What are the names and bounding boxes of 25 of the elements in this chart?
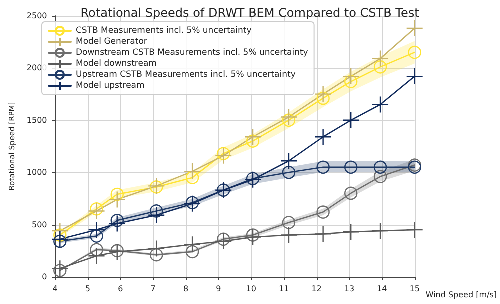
x-tick-label: 10 <box>246 284 256 294</box>
x-tick-label: 11 <box>278 284 290 294</box>
y-tick-label: 1500 <box>26 116 48 125</box>
chart-title: Rotational Speeds of DRWT BEM Compared to CSTB Test <box>80 6 420 20</box>
x-tick-label: 6 <box>118 284 124 294</box>
y-tick-label: 1000 <box>26 168 48 178</box>
x-tick-label: 7 <box>150 284 156 294</box>
legend-label: Model Generator <box>76 37 148 47</box>
x-tick-label: 15 <box>410 284 420 294</box>
x-axis-title: Wind Speed [m/s] <box>426 290 497 300</box>
x-tick-label: 13 <box>344 284 355 294</box>
x-tick-label: 8 <box>183 284 189 294</box>
y-tick-label: 500 <box>32 220 48 230</box>
x-tick-label: 12 <box>312 284 322 294</box>
x-tick-label: 5 <box>85 284 90 294</box>
legend-label: Model downstream <box>76 59 157 69</box>
legend-label: Downstream CSTB Measurements incl. 5% uncertainty <box>76 48 308 58</box>
x-tick-label: 9 <box>216 284 222 294</box>
y-tick-label: 2500 <box>26 12 48 20</box>
legend-label: CSTB Measurements incl. 5% uncertainty <box>76 26 252 36</box>
x-tick-label: 14 <box>377 284 388 294</box>
x-tick-label: 4 <box>52 284 58 294</box>
y-tick-label: 0 <box>42 272 48 282</box>
legend-label: Upstream CSTB Measurements incl. 5% uncertainty <box>76 70 296 80</box>
legend-label: Model upstream <box>76 81 145 91</box>
